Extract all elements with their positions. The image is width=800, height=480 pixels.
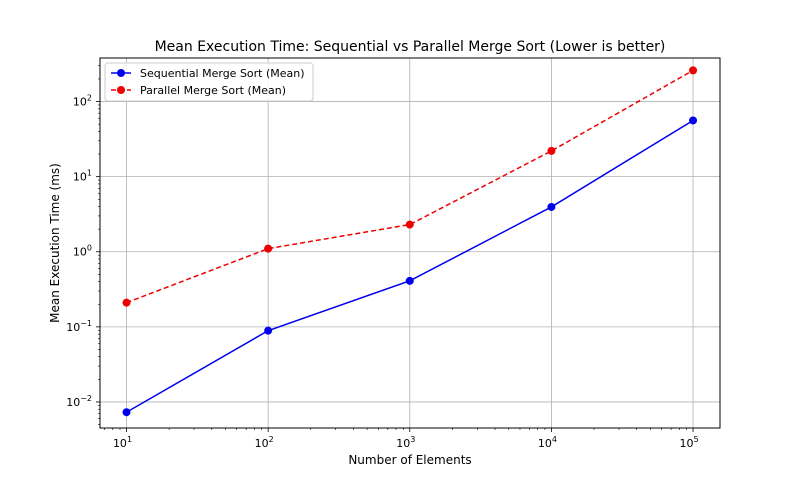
x-tick-label-exponent: 3 bbox=[410, 435, 415, 444]
y-tick-label: 10−1 bbox=[66, 319, 92, 334]
x-tick-label: 105 bbox=[679, 435, 698, 450]
x-tick-label-exponent: 1 bbox=[127, 435, 132, 444]
x-axis-label: Number of Elements bbox=[348, 453, 471, 467]
y-tick-label-exponent: −1 bbox=[80, 319, 92, 328]
x-tick-label: 101 bbox=[113, 435, 132, 450]
legend-marker bbox=[117, 69, 125, 77]
y-tick-label-base: 10 bbox=[73, 246, 87, 259]
data-point bbox=[405, 220, 414, 229]
y-tick-label-base: 10 bbox=[66, 321, 80, 334]
legend-label: Parallel Merge Sort (Mean) bbox=[140, 84, 286, 97]
y-tick-label-exponent: 1 bbox=[87, 169, 92, 178]
plot-frame bbox=[99, 57, 721, 429]
y-tick-label-base: 10 bbox=[66, 396, 80, 409]
data-point bbox=[122, 408, 131, 417]
series-sequential bbox=[122, 116, 698, 417]
data-point bbox=[547, 146, 556, 155]
legend-box bbox=[104, 62, 314, 102]
series-layer bbox=[122, 66, 698, 417]
x-tick-label-base: 10 bbox=[538, 437, 552, 450]
y-tick-label: 100 bbox=[73, 244, 92, 259]
data-point bbox=[405, 276, 414, 285]
data-point bbox=[689, 116, 698, 125]
x-tick-label: 104 bbox=[538, 435, 557, 450]
x-tick-label: 102 bbox=[255, 435, 274, 450]
x-axis: 101 102 103 104 105 bbox=[113, 428, 699, 450]
x-tick-label-exponent: 4 bbox=[552, 435, 557, 444]
legend-item: Parallel Merge Sort (Mean) bbox=[111, 84, 286, 97]
y-tick-label-exponent: 0 bbox=[87, 244, 92, 253]
y-tick-label-exponent: −2 bbox=[80, 394, 92, 403]
data-point bbox=[264, 244, 273, 253]
y-tick-label: 102 bbox=[73, 94, 92, 109]
y-tick-label-base: 10 bbox=[73, 171, 87, 184]
y-tick-label-exponent: 2 bbox=[87, 94, 92, 103]
data-point bbox=[547, 202, 556, 211]
y-tick-label: 101 bbox=[73, 169, 92, 184]
y-axis-label: Mean Execution Time (ms) bbox=[48, 163, 62, 323]
legend-item: Sequential Merge Sort (Mean) bbox=[111, 67, 305, 80]
y-tick-label: 10−2 bbox=[66, 394, 92, 409]
data-point bbox=[264, 326, 273, 335]
x-tick-label-base: 10 bbox=[396, 437, 410, 450]
x-tick-label-base: 10 bbox=[255, 437, 269, 450]
x-tick-label-exponent: 2 bbox=[269, 435, 274, 444]
grid bbox=[100, 58, 720, 428]
minor-ticks bbox=[98, 65, 687, 430]
legend-marker bbox=[117, 86, 125, 94]
series-parallel bbox=[122, 66, 698, 307]
legend: Sequential Merge Sort (Mean) Parallel Mer… bbox=[104, 62, 314, 102]
x-tick-label: 103 bbox=[396, 435, 415, 450]
legend-label: Sequential Merge Sort (Mean) bbox=[140, 67, 305, 80]
x-tick-label-exponent: 5 bbox=[693, 435, 698, 444]
y-tick-label-base: 10 bbox=[73, 96, 87, 109]
chart-title: Mean Execution Time: Sequential vs Paral… bbox=[155, 39, 666, 55]
data-point bbox=[689, 66, 698, 75]
x-tick-label-base: 10 bbox=[113, 437, 127, 450]
data-point bbox=[122, 298, 131, 307]
x-tick-label-base: 10 bbox=[679, 437, 693, 450]
